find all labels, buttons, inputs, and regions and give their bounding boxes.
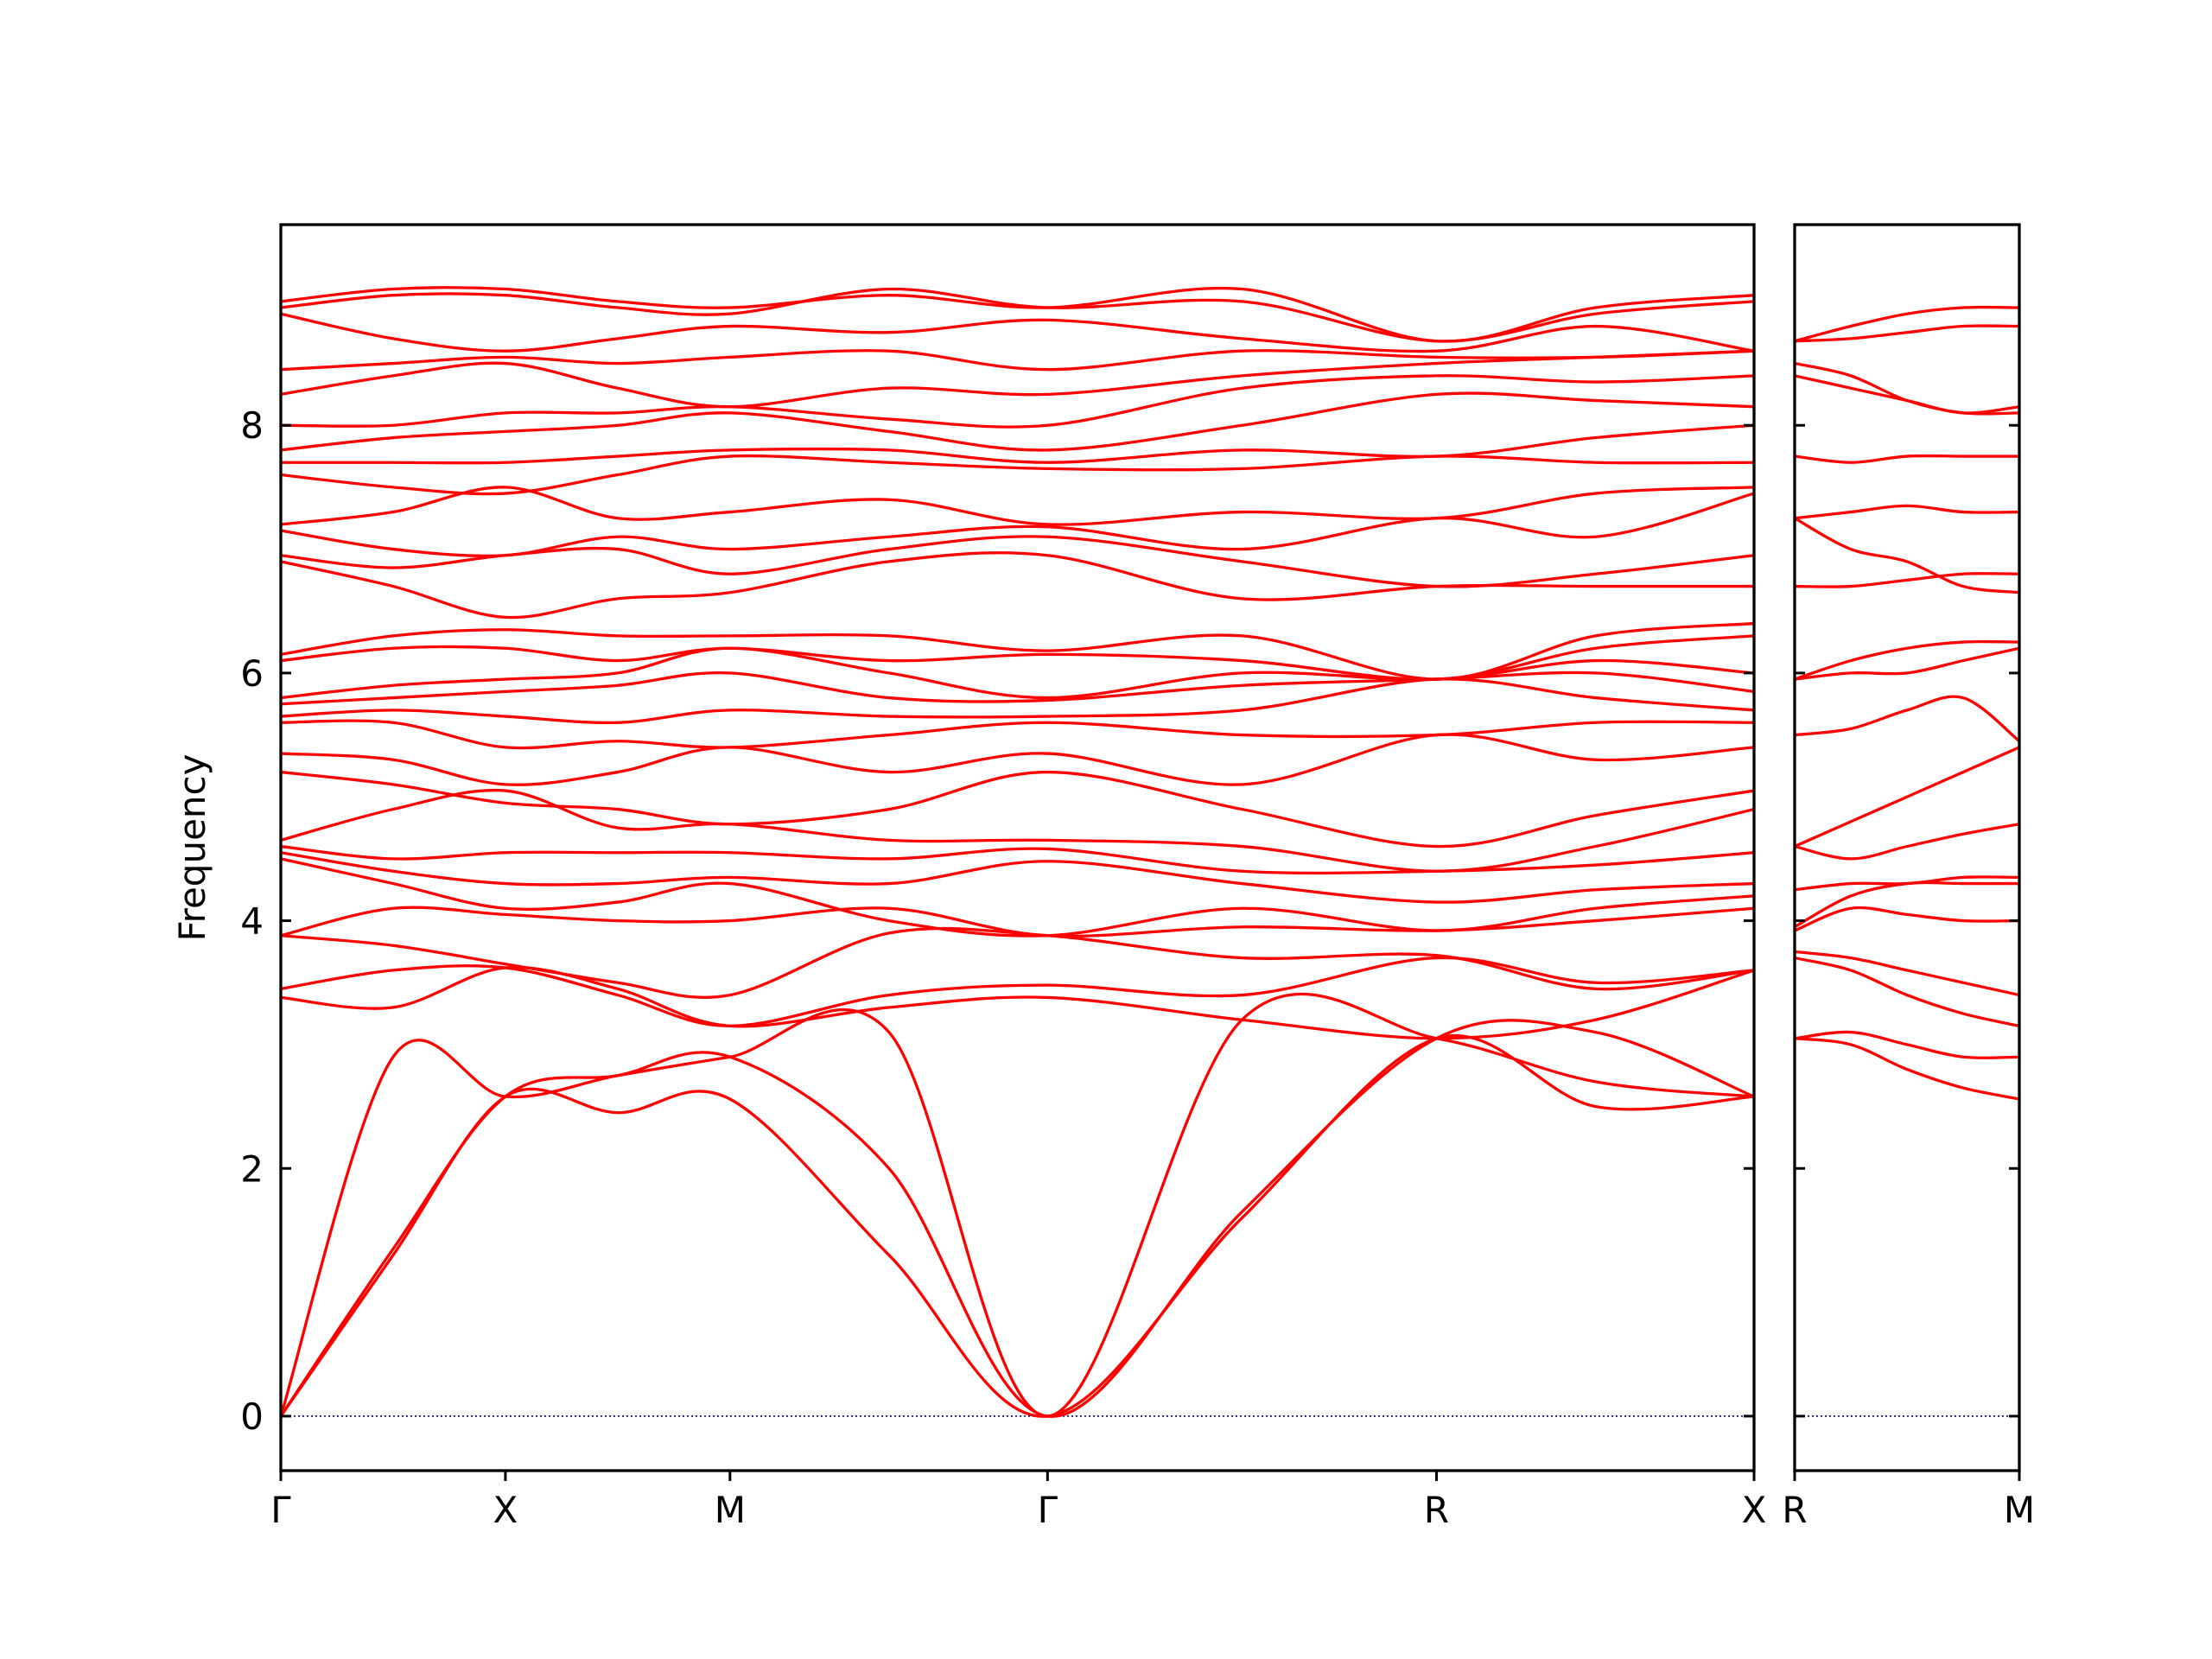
- x-tick-label: M: [715, 1489, 746, 1531]
- plot-frame: [279, 223, 1756, 1472]
- band-line: [280, 965, 1755, 1040]
- x-tick-label: R: [1782, 1489, 1807, 1531]
- band-line: [1794, 361, 2020, 416]
- x-tick-label: Γ: [1038, 1489, 1058, 1531]
- band-line: [280, 770, 1755, 849]
- band-line: [280, 492, 1755, 557]
- y-tick-label: 8: [240, 404, 264, 447]
- plot-frame: [1793, 223, 2021, 1472]
- band-line: [280, 312, 1755, 353]
- x-tick-label: R: [1424, 1489, 1449, 1531]
- band-line: [1794, 875, 2020, 892]
- y-tick-label: 2: [240, 1147, 264, 1190]
- band-line: [280, 671, 1755, 706]
- band-line: [280, 733, 1755, 786]
- band-line: [1794, 454, 2019, 464]
- band-line: [1794, 823, 2020, 861]
- x-tick-label: M: [2004, 1489, 2035, 1531]
- y-tick-label: 6: [240, 652, 264, 695]
- band-line: [1794, 1037, 2020, 1101]
- band-line: [280, 956, 1755, 1028]
- band-line: [1794, 695, 2021, 743]
- band-line: [1794, 1030, 2020, 1059]
- band-line: [280, 454, 1755, 496]
- band-line: [1794, 646, 2020, 681]
- band-line: [1794, 517, 2020, 594]
- band-line: [1794, 950, 2020, 997]
- band-line: [281, 423, 1755, 465]
- x-tick-label: Γ: [270, 1489, 291, 1531]
- y-tick-label: 0: [240, 1395, 264, 1438]
- band-line: [280, 906, 1755, 938]
- band-line: [280, 634, 1755, 681]
- band-line: [280, 374, 1755, 429]
- band-line: [1794, 746, 2020, 849]
- y-tick-label: 4: [240, 900, 264, 943]
- band-line: [1794, 324, 2020, 343]
- band-line: [280, 844, 1755, 875]
- band-line: [280, 851, 1755, 904]
- band-line: [280, 857, 1755, 938]
- band-line: [280, 391, 1755, 452]
- band-line: [280, 349, 1755, 372]
- band-line: [1794, 906, 2020, 932]
- band-line: [280, 677, 1755, 725]
- band-line: [280, 286, 1755, 343]
- band-line: [1794, 639, 2020, 681]
- band-line: [280, 788, 1755, 873]
- band-line: [279, 1019, 1755, 1418]
- band-line: [280, 486, 1755, 526]
- band-line: [1794, 305, 2020, 343]
- band-line: [1794, 504, 2020, 520]
- band-line: [280, 646, 1755, 700]
- band-line: [280, 719, 1755, 750]
- band-line: [280, 621, 1755, 681]
- x-tick-label: X: [493, 1489, 518, 1531]
- band-line: [280, 349, 1755, 409]
- x-tick-label: X: [1742, 1489, 1767, 1531]
- band-line: [1794, 572, 2020, 588]
- band-line: [1794, 956, 2020, 1028]
- y-axis-label: Frequency: [171, 754, 213, 942]
